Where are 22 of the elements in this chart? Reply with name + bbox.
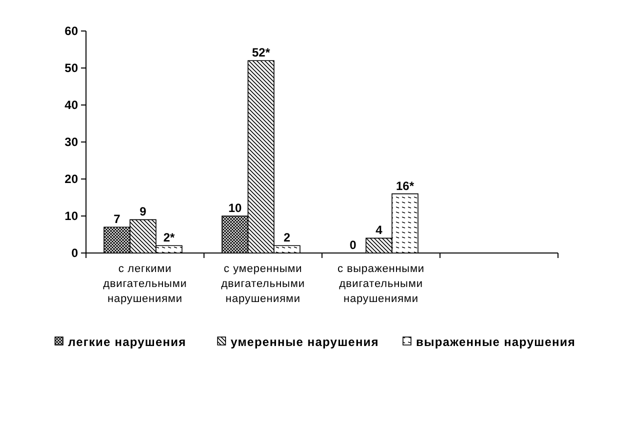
legend-label: выраженные нарушения xyxy=(416,335,576,350)
y-tick-label: 60 xyxy=(64,24,78,38)
data-label: 10 xyxy=(228,201,242,215)
y-tick-label: 30 xyxy=(64,135,78,150)
y-tick-label: 20 xyxy=(64,172,78,186)
data-label: 4 xyxy=(376,223,383,238)
data-label: 2* xyxy=(163,230,175,245)
data-label: 2 xyxy=(284,230,291,245)
data-label: 16* xyxy=(396,178,414,193)
y-tick-label: 50 xyxy=(64,61,78,76)
x-tick-label: с выраженными двигательными нарушениями xyxy=(338,263,424,305)
y-tick-label: 10 xyxy=(64,209,78,224)
legend-label: умеренные нарушения xyxy=(230,335,379,350)
data-label: 9 xyxy=(140,204,147,219)
y-tick-label: 0 xyxy=(71,246,78,260)
data-label: 52* xyxy=(252,46,270,60)
y-tick-label: 40 xyxy=(64,98,78,112)
data-label: 7 xyxy=(114,212,121,226)
x-tick-label: с легкими двигательными нарушениями xyxy=(103,263,187,305)
x-tick-label: с умеренными двигательными нарушениями xyxy=(221,263,305,305)
data-label: 0 xyxy=(350,238,357,252)
legend-label: легкие нарушения xyxy=(68,335,186,350)
